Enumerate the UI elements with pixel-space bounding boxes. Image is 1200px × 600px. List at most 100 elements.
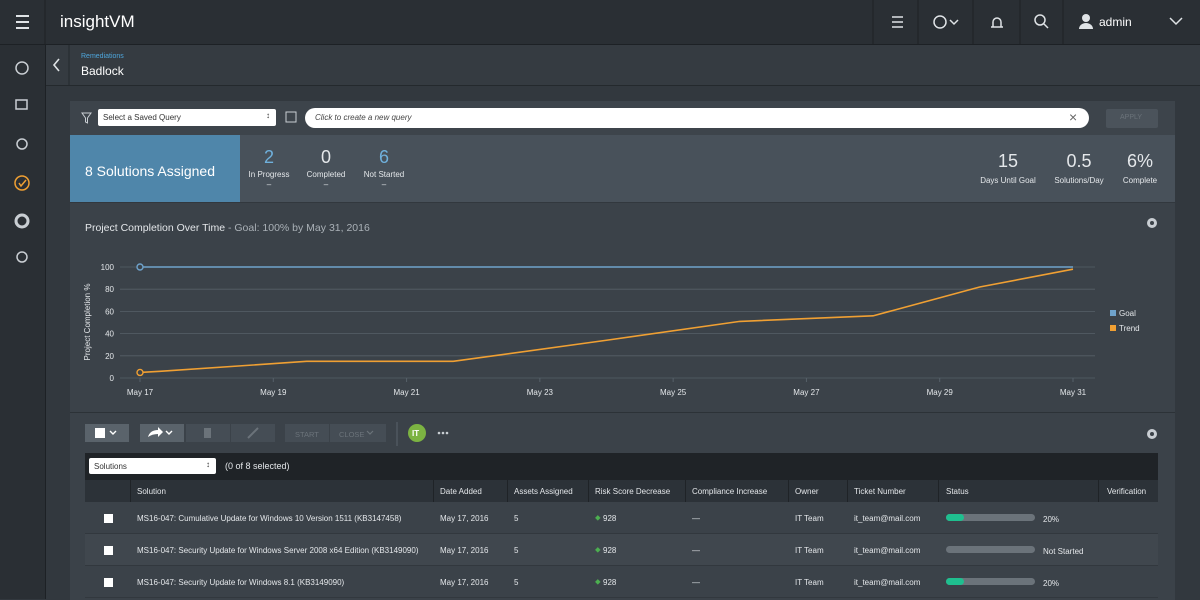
y-tick-label: 20 bbox=[105, 352, 114, 361]
column-header: Risk Score Decrease bbox=[595, 487, 670, 496]
chart-title: Project Completion Over Time - Goal: 100… bbox=[85, 222, 370, 234]
progress-fill bbox=[946, 514, 964, 521]
breadcrumb-parent[interactable]: Remediations bbox=[81, 53, 124, 60]
x-tick-label: May 21 bbox=[393, 388, 420, 397]
apply-label: APPLY bbox=[1120, 114, 1142, 121]
y-tick-label: 0 bbox=[110, 374, 115, 383]
owner-badge[interactable]: IT bbox=[412, 429, 419, 438]
column-header: Assets Assigned bbox=[514, 487, 573, 496]
legend-label: Trend bbox=[1119, 324, 1140, 333]
user-name[interactable]: admin bbox=[1099, 15, 1132, 29]
query-input[interactable] bbox=[305, 108, 1089, 128]
status-label: Not Started bbox=[1043, 547, 1083, 556]
cell-ticket: it_team@mail.com bbox=[854, 546, 920, 555]
stat-sub: – bbox=[239, 180, 299, 189]
page-title: Badlock bbox=[81, 64, 124, 78]
cell-owner: IT Team bbox=[795, 546, 824, 555]
column-divider bbox=[847, 480, 848, 502]
column-divider bbox=[130, 480, 131, 502]
cell-assets: 5 bbox=[514, 546, 518, 555]
cell-assets: 5 bbox=[514, 514, 518, 523]
stat-label: Completed bbox=[296, 170, 356, 179]
cell-date: May 17, 2016 bbox=[440, 578, 488, 587]
y-axis-label: Project Completion % bbox=[83, 284, 92, 361]
x-tick-label: May 29 bbox=[927, 388, 954, 397]
column-divider bbox=[433, 480, 434, 502]
cell-compliance: — bbox=[692, 514, 700, 523]
chart-settings[interactable] bbox=[1147, 218, 1157, 228]
breadcrumb-bar bbox=[46, 45, 1200, 86]
saved-query-text: Select a Saved Query bbox=[103, 113, 181, 122]
x-tick-label: May 25 bbox=[660, 388, 687, 397]
app-name[interactable]: insightVM bbox=[60, 12, 135, 32]
back-button[interactable] bbox=[46, 45, 70, 85]
select-arrow: ↕ bbox=[266, 111, 270, 120]
close-button[interactable]: CLOSE bbox=[339, 430, 364, 439]
column-divider bbox=[938, 480, 939, 502]
stat-value: 6 bbox=[354, 147, 414, 168]
goal-value: 15 bbox=[968, 151, 1048, 172]
cell-solution: MS16-047: Cumulative Update for Windows … bbox=[137, 514, 401, 523]
column-header: Date Added bbox=[440, 487, 482, 496]
y-tick-label: 40 bbox=[105, 330, 114, 339]
series-line bbox=[140, 269, 1073, 372]
legend-swatch bbox=[1110, 325, 1116, 331]
row-checkbox[interactable] bbox=[104, 578, 113, 587]
clear-query[interactable]: × bbox=[1069, 109, 1077, 125]
column-divider bbox=[1098, 480, 1099, 502]
column-divider bbox=[588, 480, 589, 502]
column-header: Compliance Increase bbox=[692, 487, 767, 496]
cell-assets: 5 bbox=[514, 578, 518, 587]
selection-count: (0 of 8 selected) bbox=[225, 461, 290, 471]
chart-title-main: Project Completion Over Time bbox=[85, 222, 225, 234]
column-header: Status bbox=[946, 487, 969, 496]
stat-sub: – bbox=[354, 180, 414, 189]
cell-date: May 17, 2016 bbox=[440, 514, 488, 523]
row-checkbox[interactable] bbox=[104, 546, 113, 555]
chart: Project Completion Over Time - Goal: 100… bbox=[70, 202, 1175, 412]
select-arrow: ↕ bbox=[206, 460, 210, 469]
chart-subtitle: - Goal: 100% by May 31, 2016 bbox=[225, 222, 370, 234]
cell-ticket: it_team@mail.com bbox=[854, 578, 920, 587]
cell-date: May 17, 2016 bbox=[440, 546, 488, 555]
stat-sub: – bbox=[296, 180, 356, 189]
goal-label: Complete bbox=[1100, 176, 1180, 185]
x-tick-label: May 27 bbox=[793, 388, 820, 397]
progress-fill bbox=[946, 578, 964, 585]
cell-owner: IT Team bbox=[795, 514, 824, 523]
side-icons bbox=[0, 45, 45, 285]
cell-risk: 928 bbox=[603, 514, 616, 523]
x-tick-label: May 17 bbox=[127, 388, 154, 397]
column-header: Solution bbox=[137, 487, 166, 496]
query-placeholder: Click to create a new query bbox=[315, 113, 412, 122]
y-tick-label: 80 bbox=[105, 285, 114, 294]
x-tick-label: May 19 bbox=[260, 388, 287, 397]
stat-label: Not Started bbox=[354, 170, 414, 179]
cell-risk: 928 bbox=[603, 578, 616, 587]
legend-label: Goal bbox=[1119, 309, 1136, 318]
risk-arrow: ⬥ bbox=[595, 513, 601, 523]
column-divider bbox=[788, 480, 789, 502]
risk-arrow: ⬥ bbox=[595, 545, 601, 555]
top-icons bbox=[0, 0, 1200, 44]
risk-arrow: ⬥ bbox=[595, 577, 601, 587]
status-label: 20% bbox=[1043, 579, 1059, 588]
column-header: Owner bbox=[795, 487, 819, 496]
cell-owner: IT Team bbox=[795, 578, 824, 587]
cell-solution: MS16-047: Security Update for Windows Se… bbox=[137, 546, 418, 555]
stat-value: 2 bbox=[239, 147, 299, 168]
table-select-text: Solutions bbox=[94, 462, 127, 471]
cell-compliance: — bbox=[692, 546, 700, 555]
column-header: Verification bbox=[1107, 487, 1146, 496]
column-divider bbox=[685, 480, 686, 502]
cell-risk: 928 bbox=[603, 546, 616, 555]
legend-swatch bbox=[1110, 310, 1116, 316]
column-divider bbox=[507, 480, 508, 502]
cell-ticket: it_team@mail.com bbox=[854, 514, 920, 523]
start-button[interactable]: START bbox=[295, 430, 319, 439]
y-tick-label: 60 bbox=[105, 307, 114, 316]
goal-label: Days Until Goal bbox=[968, 176, 1048, 185]
progress-track bbox=[946, 546, 1035, 553]
row-checkbox[interactable] bbox=[104, 514, 113, 523]
